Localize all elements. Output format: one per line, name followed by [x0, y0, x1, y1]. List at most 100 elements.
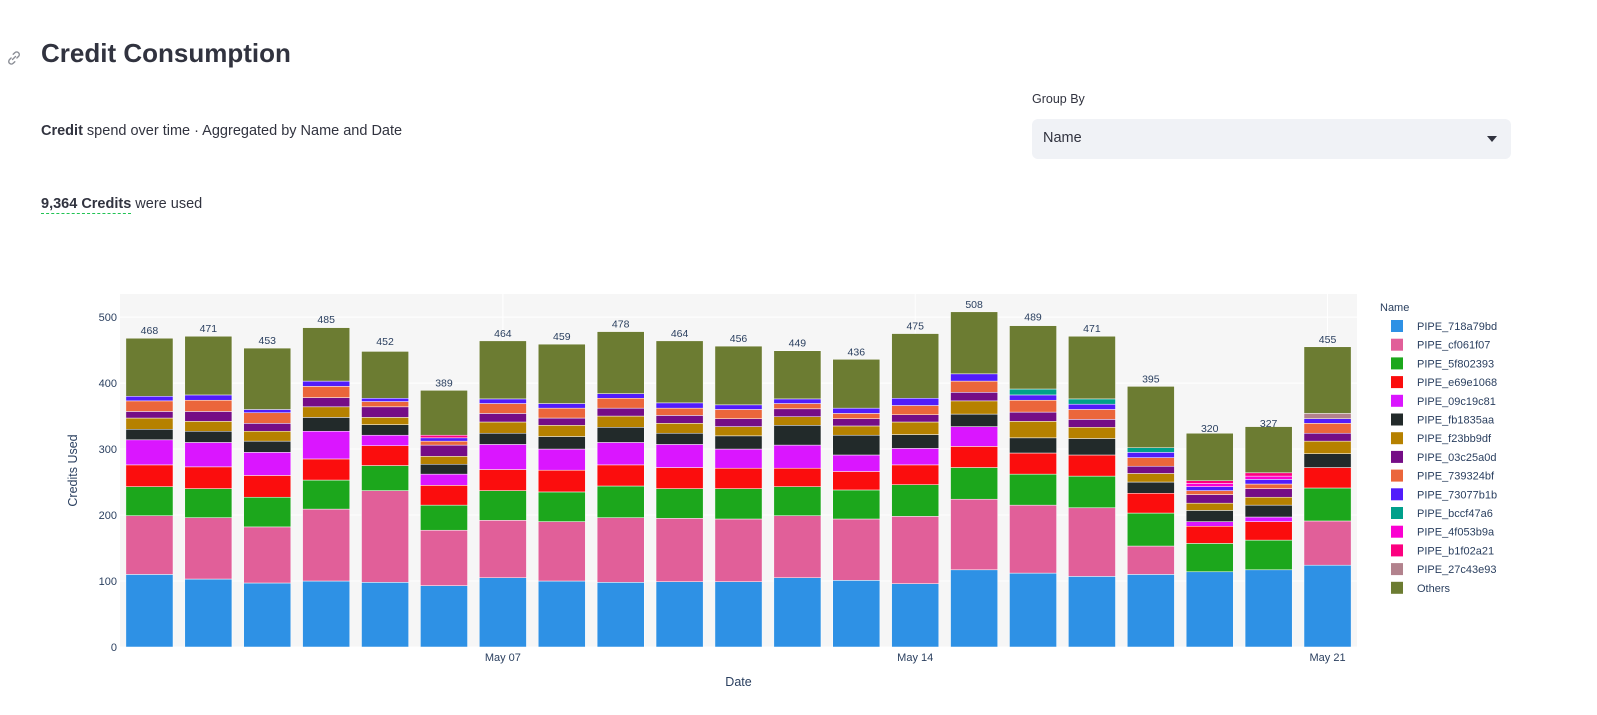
bar-segment[interactable] — [125, 464, 174, 487]
bar-segment[interactable] — [1303, 346, 1352, 414]
bar-segment[interactable] — [302, 397, 350, 408]
bar-segment[interactable] — [361, 465, 409, 491]
bar-segment[interactable] — [125, 396, 174, 402]
legend-item-label[interactable]: PIPE_73077b1b — [1417, 489, 1497, 501]
bar-segment[interactable] — [479, 398, 527, 404]
legend-swatch[interactable] — [1391, 432, 1403, 445]
bar-segment[interactable] — [891, 448, 940, 466]
bar-segment[interactable] — [596, 331, 645, 394]
bar-segment[interactable] — [832, 413, 881, 419]
bar-segment[interactable] — [243, 475, 292, 498]
bar-segment[interactable] — [184, 578, 233, 648]
bar-segment[interactable] — [537, 469, 586, 493]
bar-segment[interactable] — [184, 399, 233, 412]
bar-segment[interactable] — [773, 350, 822, 400]
legend-swatch[interactable] — [1391, 376, 1403, 389]
bar-segment[interactable] — [832, 418, 881, 427]
bar-segment[interactable] — [302, 479, 350, 510]
bar-segment[interactable] — [1009, 504, 1057, 574]
bar-segment[interactable] — [537, 407, 586, 419]
bar-segment[interactable] — [1185, 483, 1234, 487]
legend-item-label[interactable]: PIPE_5f802393 — [1417, 358, 1494, 370]
bar-segment[interactable] — [420, 473, 468, 486]
bar-segment[interactable] — [1127, 386, 1175, 448]
bar-segment[interactable] — [1068, 403, 1116, 410]
bar-segment[interactable] — [1185, 490, 1234, 495]
bar-segment[interactable] — [832, 489, 881, 520]
legend-swatch[interactable] — [1391, 525, 1403, 538]
bar-segment[interactable] — [1244, 483, 1293, 489]
bar-segment[interactable] — [1185, 480, 1234, 484]
bar-segment[interactable] — [1009, 411, 1057, 422]
bar-segment[interactable] — [243, 347, 292, 410]
bar-segment[interactable] — [950, 413, 998, 427]
bar-segment[interactable] — [125, 411, 174, 419]
bar-segment[interactable] — [1009, 572, 1057, 648]
bar-segment[interactable] — [891, 516, 940, 584]
bar-segment[interactable] — [302, 508, 350, 582]
total-credits[interactable]: 9,364 Credits — [41, 196, 132, 214]
legend-item-label[interactable]: PIPE_4f053b9a — [1417, 527, 1495, 539]
bar-segment[interactable] — [302, 386, 350, 398]
bar-segment[interactable] — [479, 444, 527, 470]
bar-segment[interactable] — [537, 417, 586, 426]
legend-swatch[interactable] — [1391, 469, 1403, 482]
bar-segment[interactable] — [243, 452, 292, 476]
legend-item-label[interactable]: Others — [1417, 583, 1451, 595]
bar-segment[interactable] — [243, 526, 292, 584]
bar-segment[interactable] — [1185, 494, 1234, 504]
bar-segment[interactable] — [537, 521, 586, 582]
bar-segment[interactable] — [1009, 437, 1057, 454]
bar-segment[interactable] — [243, 582, 292, 648]
bar-segment[interactable] — [1127, 545, 1175, 575]
bar-segment[interactable] — [1127, 481, 1175, 494]
bar-segment[interactable] — [420, 444, 468, 457]
bar-segment[interactable] — [420, 440, 468, 446]
legend-swatch[interactable] — [1391, 450, 1403, 463]
bar-segment[interactable] — [420, 434, 468, 439]
legend-swatch[interactable] — [1391, 507, 1403, 519]
bar-segment[interactable] — [479, 432, 527, 445]
bar-segment[interactable] — [1009, 325, 1057, 390]
bar-segment[interactable] — [125, 400, 174, 412]
bar-segment[interactable] — [1127, 493, 1175, 514]
bar-segment[interactable] — [655, 581, 704, 648]
bar-segment[interactable] — [950, 392, 998, 402]
bar-segment[interactable] — [537, 491, 586, 522]
bar-segment[interactable] — [950, 373, 998, 382]
bar-segment[interactable] — [596, 464, 645, 487]
bar-segment[interactable] — [479, 340, 527, 400]
bar-segment[interactable] — [1185, 510, 1234, 522]
bar-segment[interactable] — [655, 340, 704, 404]
bar-segment[interactable] — [479, 469, 527, 491]
bar-segment[interactable] — [1244, 539, 1293, 571]
bar-segment[interactable] — [125, 515, 174, 575]
bar-segment[interactable] — [950, 400, 998, 415]
legend-swatch[interactable] — [1391, 488, 1403, 501]
bar-segment[interactable] — [537, 403, 586, 409]
bar-segment[interactable] — [832, 471, 881, 491]
bar-segment[interactable] — [773, 467, 822, 487]
bar-segment[interactable] — [832, 580, 881, 648]
bar-segment[interactable] — [361, 401, 409, 408]
bar-segment[interactable] — [714, 435, 763, 450]
bar-segment[interactable] — [184, 421, 233, 432]
bar-segment[interactable] — [773, 416, 822, 426]
bar-segment[interactable] — [1303, 432, 1352, 442]
bar-segment[interactable] — [655, 518, 704, 582]
bar-segment[interactable] — [243, 440, 292, 453]
bar-segment[interactable] — [773, 398, 822, 404]
bar-segment[interactable] — [243, 423, 292, 432]
bar-segment[interactable] — [1068, 427, 1116, 439]
bar-segment[interactable] — [1303, 564, 1352, 648]
link-icon[interactable] — [4, 48, 24, 68]
bar-segment[interactable] — [1303, 440, 1352, 454]
bar-segment[interactable] — [773, 444, 822, 469]
legend-item-label[interactable]: PIPE_e69e1068 — [1417, 377, 1497, 389]
bar-segment[interactable] — [420, 456, 468, 465]
bar-segment[interactable] — [832, 425, 881, 436]
bar-segment[interactable] — [184, 394, 233, 401]
bar-segment[interactable] — [125, 429, 174, 441]
bar-segment[interactable] — [891, 414, 940, 423]
bar-segment[interactable] — [184, 411, 233, 422]
